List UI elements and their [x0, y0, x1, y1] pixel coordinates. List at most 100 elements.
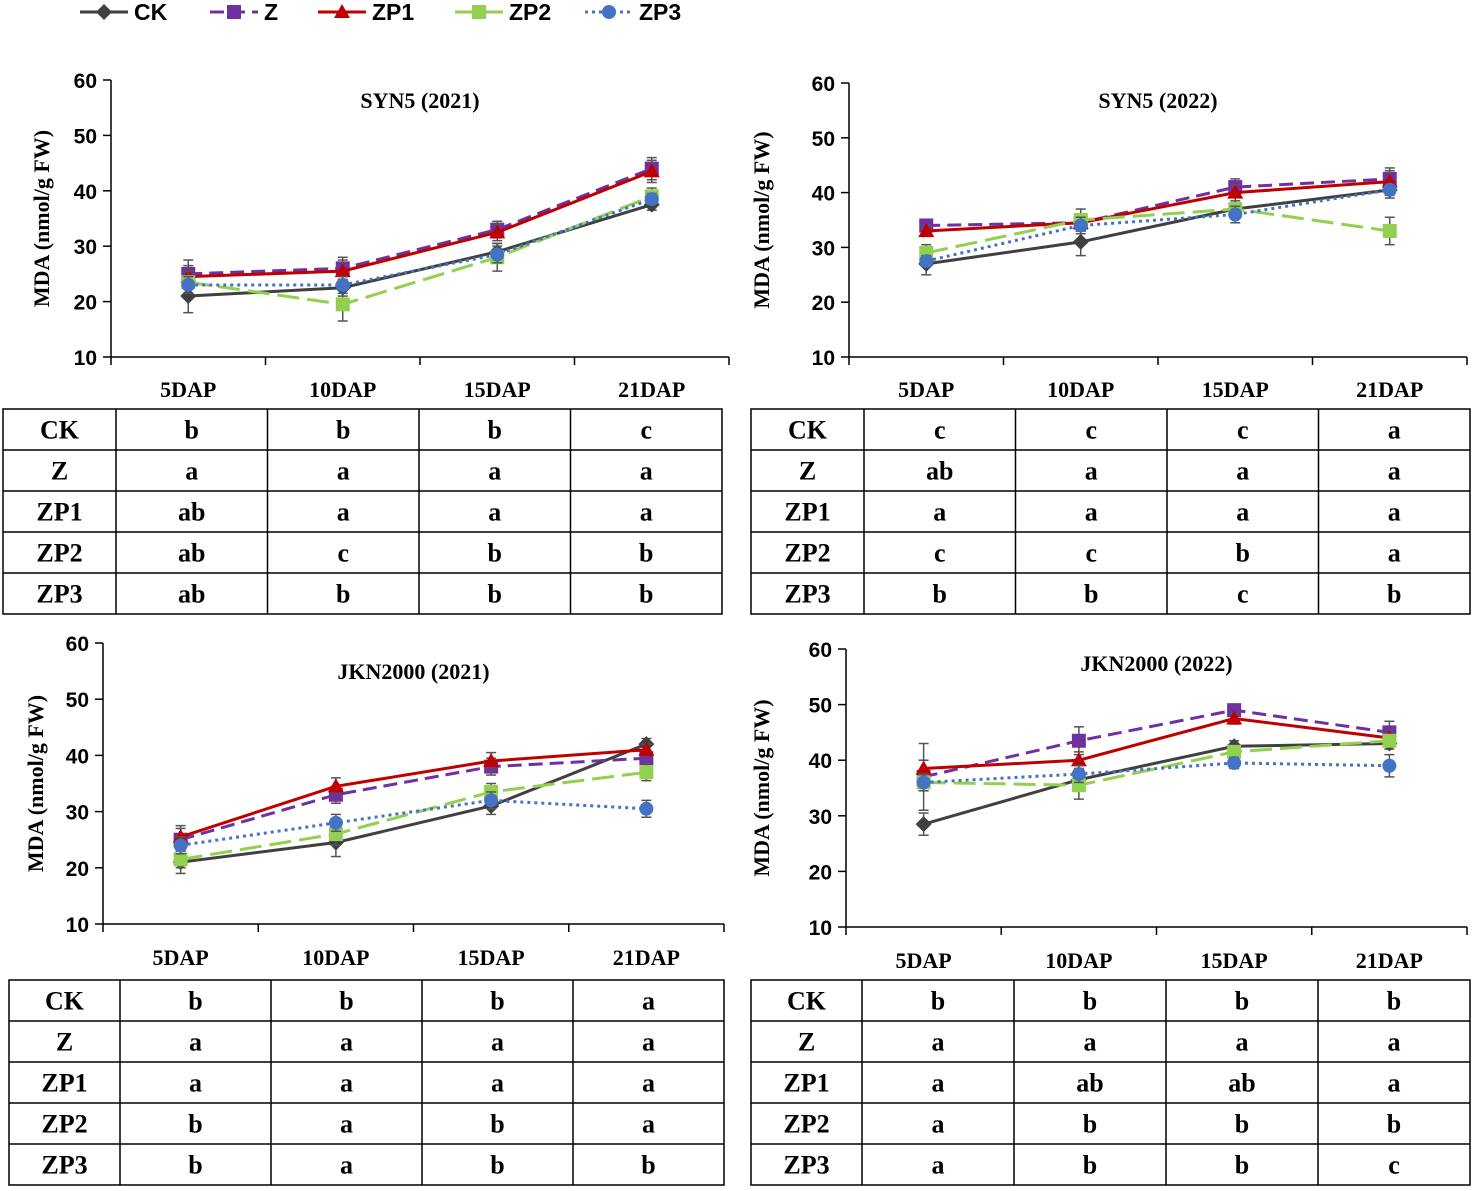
x-tick-label: 5DAP [896, 948, 952, 973]
x-tick-label: 21DAP [1356, 948, 1423, 973]
legend-marker-triangle-icon [334, 4, 350, 18]
table-row-label: ZP2 [41, 1110, 87, 1139]
table-cell: a [642, 1069, 655, 1098]
table-border [750, 979, 1471, 1186]
table-cell: a [491, 1069, 504, 1098]
table-cell: a [1085, 457, 1098, 486]
table-row-label: ZP1 [783, 1069, 829, 1098]
table-cell: b [490, 987, 504, 1016]
table-cell: a [340, 1110, 353, 1139]
series-line [180, 748, 647, 839]
series-zp3 [916, 753, 1397, 792]
data-point [1227, 184, 1244, 199]
series-zp2 [181, 187, 659, 322]
legend-item-zp1: ZP1 [318, 0, 414, 25]
series-ck [180, 196, 660, 314]
table-cell: c [934, 539, 946, 568]
table-cell: b [1235, 1151, 1249, 1180]
data-point [173, 838, 188, 853]
chart-panel-2: 10 20 30 40 50 60 5DAP 10DAP 15DAP 21DAP SYN5 (202… [749, 73, 1471, 615]
table-cell: a [189, 1069, 202, 1098]
chart-title: SYN5 (2021) [360, 88, 479, 113]
table-row-label: Z [798, 1028, 815, 1057]
table-cell: b [188, 1110, 202, 1139]
y-tick-label: 40 [74, 181, 97, 204]
table-cell: a [337, 498, 350, 527]
table-cell: a [933, 498, 946, 527]
data-point [639, 765, 654, 780]
series-line [926, 188, 1390, 266]
y-tick-label: 20 [812, 292, 835, 315]
table-cell: b [336, 416, 350, 445]
table-row-label: ZP3 [784, 580, 830, 609]
table-cell: a [488, 498, 501, 527]
table-cell: ab [1076, 1069, 1103, 1098]
table-cell: a [1236, 457, 1249, 486]
table-row-label: ZP2 [783, 1110, 829, 1139]
data-point [489, 224, 506, 239]
series-line [180, 798, 647, 847]
legend-item-z: Z [210, 0, 278, 25]
table-cell: b [1236, 539, 1250, 568]
data-point [1382, 733, 1397, 748]
table-cell: b [339, 987, 353, 1016]
series-zp2 [919, 202, 1397, 262]
table-row-label: Z [799, 457, 816, 486]
y-tick-label: 10 [74, 347, 97, 370]
table-row-label: ZP3 [783, 1151, 829, 1180]
series-line [923, 716, 1390, 771]
x-tick-label: 10DAP [309, 377, 376, 402]
table-cell: a [337, 457, 350, 486]
table-cell: a [642, 1028, 655, 1057]
legend-marker-circle-icon [602, 5, 616, 19]
table-cell: a [932, 1151, 945, 1180]
data-point [181, 277, 196, 292]
table-border [2, 408, 723, 615]
series-ck [915, 735, 1398, 837]
table-border [750, 408, 1471, 615]
table-cell: c [1085, 539, 1097, 568]
series-line [925, 188, 1390, 263]
table-border [8, 979, 725, 1186]
table-row-label: Z [51, 457, 68, 486]
series-line [180, 742, 647, 864]
data-point [638, 741, 655, 756]
legend-marker-square-icon [472, 5, 486, 19]
series-line [188, 170, 653, 279]
x-tick-label: 21DAP [618, 377, 685, 402]
data-point [1382, 182, 1397, 197]
table-cell: a [642, 987, 655, 1016]
table-row-label: CK [45, 987, 85, 1016]
legend-marker-diamond-icon [96, 4, 112, 20]
table-cell: b [1387, 580, 1401, 609]
data-point [916, 775, 931, 790]
table-cell: a [1388, 1069, 1401, 1098]
chart-panels: 10 20 30 40 50 60 5DAP 10DAP 15DAP 21DAP SYN5 (202… [2, 70, 1471, 1186]
table-cell: c [1388, 1151, 1400, 1180]
x-tick-label: 5DAP [160, 377, 216, 402]
y-tick-label: 10 [66, 914, 89, 937]
table-row-label: ZP2 [784, 539, 830, 568]
table-cell: a [642, 1110, 655, 1139]
data-point [918, 222, 935, 237]
table-row-label: ZP1 [41, 1069, 87, 1098]
series-ck [172, 736, 655, 875]
table-row-label: ZP2 [36, 539, 82, 568]
table-cell: c [1085, 416, 1097, 445]
y-tick-label: 40 [809, 750, 832, 773]
chart-panel-4: 10 20 30 40 50 60 5DAP 10DAP 15DAP 21DAP JKN2000 (… [749, 639, 1471, 1186]
legend-label: CK [134, 0, 168, 25]
data-point [172, 828, 189, 843]
y-tick-label: 50 [66, 689, 89, 712]
table-cell: ab [926, 457, 953, 486]
table-cell: b [933, 580, 947, 609]
y-axis-label: MDA (nmol/g FW) [749, 699, 774, 876]
table-cell: a [640, 498, 653, 527]
table-cell: c [934, 416, 946, 445]
x-tick-label: 21DAP [613, 945, 680, 970]
table-cell: b [1083, 987, 1097, 1016]
x-tick-label: 5DAP [153, 945, 209, 970]
x-tick-label: 10DAP [1045, 948, 1112, 973]
